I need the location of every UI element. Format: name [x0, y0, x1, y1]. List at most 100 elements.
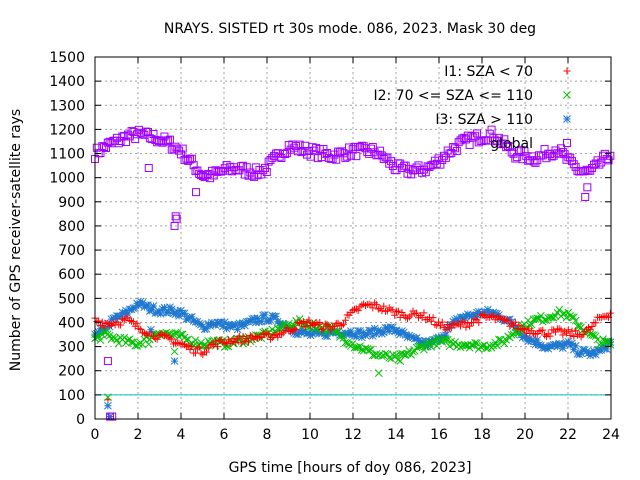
- outlier-point: [192, 188, 201, 197]
- data-point: [246, 331, 254, 339]
- data-point: [171, 310, 180, 319]
- data-point: [255, 333, 263, 341]
- data-point: [257, 317, 266, 326]
- data-point: [343, 329, 352, 338]
- data-point: [604, 156, 613, 165]
- data-point: [265, 330, 273, 338]
- data-point: [380, 302, 388, 310]
- data-point: [356, 303, 364, 311]
- data-point: [292, 326, 300, 334]
- data-point: [539, 326, 547, 334]
- data-point: [264, 317, 273, 325]
- data-point: [487, 125, 496, 134]
- y-tick-label: 900: [58, 195, 85, 211]
- data-point: [369, 304, 377, 312]
- data-point: [466, 322, 474, 330]
- x-tick-label: 22: [559, 427, 577, 443]
- data-point: [293, 330, 302, 339]
- data-point: [473, 308, 481, 317]
- data-point: [520, 326, 528, 334]
- data-point: [462, 323, 470, 331]
- data-point: [281, 320, 289, 329]
- data-point: [138, 340, 147, 349]
- data-point: [410, 334, 419, 343]
- outlier-point: [103, 357, 112, 366]
- data-point: [592, 319, 600, 327]
- data-point: [515, 321, 523, 329]
- data-point: [124, 336, 132, 345]
- data-point: [570, 332, 578, 340]
- data-point: [383, 307, 391, 315]
- data-point: [471, 339, 479, 347]
- data-point: [299, 318, 307, 326]
- data-point: [531, 315, 540, 323]
- outlier-point: [396, 357, 405, 365]
- data-point: [432, 341, 441, 350]
- legend-marker: [563, 67, 571, 75]
- data-point: [290, 325, 298, 333]
- data-point: [204, 344, 212, 352]
- data-point: [590, 346, 598, 355]
- data-point: [213, 343, 221, 351]
- y-tick-label: 1300: [49, 98, 85, 114]
- data-point: [606, 151, 615, 160]
- data-point: [211, 341, 220, 350]
- data-point: [590, 331, 598, 340]
- data-point: [541, 331, 549, 339]
- data-point: [597, 314, 605, 322]
- data-point: [387, 354, 395, 363]
- data-point: [359, 328, 368, 337]
- data-point: [396, 330, 405, 339]
- data-point: [261, 331, 269, 339]
- data-point: [372, 329, 381, 338]
- data-point: [558, 344, 567, 352]
- x-tick-label: 2: [134, 427, 143, 443]
- x-axis-label: GPS time [hours of doy 086, 2023]: [229, 460, 472, 476]
- data-point: [323, 332, 331, 341]
- data-point: [420, 309, 428, 317]
- data-point: [107, 315, 116, 324]
- data-point: [191, 336, 200, 345]
- data-point: [443, 325, 452, 333]
- x-tick-label: 4: [177, 427, 186, 443]
- data-point: [241, 321, 249, 330]
- legend-marker: [563, 115, 571, 123]
- data-point: [602, 345, 611, 353]
- data-point: [251, 318, 260, 327]
- data-point: [527, 320, 536, 329]
- data-point: [495, 335, 503, 344]
- data-point: [116, 312, 125, 321]
- data-point: [383, 324, 392, 332]
- data-point: [365, 300, 373, 308]
- data-point: [144, 301, 152, 309]
- data-point: [346, 151, 355, 160]
- legend-marker: [563, 91, 571, 99]
- data-point: [566, 331, 574, 339]
- data-point: [243, 334, 251, 342]
- data-point: [555, 325, 563, 333]
- data-point: [274, 333, 282, 341]
- data-point: [305, 316, 313, 324]
- data-point: [451, 321, 459, 329]
- data-point: [131, 341, 140, 350]
- data-point: [368, 332, 377, 340]
- data-point: [310, 146, 319, 155]
- data-point: [195, 343, 203, 351]
- data-point: [319, 325, 327, 333]
- data-point: [378, 352, 386, 361]
- series-3: [91, 125, 615, 183]
- x-tick-label: 16: [430, 427, 448, 443]
- y-tick-label: 1100: [49, 147, 85, 163]
- data-point: [440, 332, 448, 340]
- data-point: [128, 317, 136, 325]
- data-point: [177, 306, 185, 315]
- data-point: [540, 344, 549, 352]
- data-point: [186, 313, 194, 322]
- y-tick-label: 1500: [49, 50, 85, 66]
- data-point: [460, 318, 468, 326]
- data-point: [482, 308, 490, 317]
- outlier-point: [144, 340, 153, 349]
- data-point: [346, 327, 355, 335]
- data-point: [533, 314, 542, 323]
- y-tick-label: 0: [76, 412, 85, 428]
